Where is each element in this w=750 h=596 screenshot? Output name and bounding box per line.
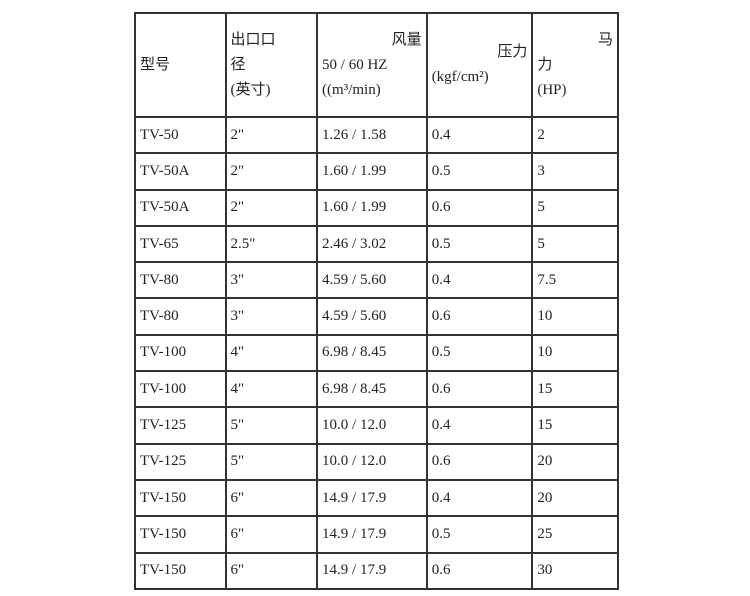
cell-model: TV-100	[134, 333, 227, 373]
table-row: TV-100 4" 6.98 / 8.45 0.6 15	[134, 370, 619, 409]
cell-horsepower: 15	[531, 370, 619, 409]
table-row: TV-125 5" 10.0 / 12.0 0.6 20	[134, 442, 619, 481]
cell-model: TV-50	[134, 115, 227, 155]
cell-outlet-diameter: 2"	[224, 152, 319, 191]
header-line: (kgf/cm²)	[431, 69, 489, 85]
cell-pressure: 0.4	[425, 478, 534, 518]
header-line: (英寸)	[230, 81, 271, 98]
table-row: TV-50A 2" 1.60 / 1.99 0.6 5	[134, 188, 619, 227]
cell-pressure: 0.4	[425, 406, 534, 445]
cell-pressure: 0.4	[425, 115, 534, 155]
cell-outlet-diameter: 4"	[224, 370, 319, 409]
cell-horsepower: 2	[531, 115, 619, 155]
cell-pressure: 0.6	[425, 188, 534, 227]
cell-horsepower: 15	[531, 406, 619, 445]
cell-horsepower: 10	[531, 333, 619, 373]
header-horsepower: 马力 (HP)	[531, 12, 619, 118]
cell-air-volume: 10.0 / 12.0	[316, 442, 428, 481]
cell-air-volume: 6.98 / 8.45	[316, 333, 428, 373]
header-line: 力	[537, 56, 553, 73]
spec-table: 型号 出口口径 (英寸) 风量 50 / 60 HZ ((m³/min) 压力 (kgf/cm…	[134, 12, 619, 590]
cell-model: TV-100	[134, 370, 227, 409]
header-air-volume: 风量 50 / 60 HZ ((m³/min)	[316, 12, 428, 118]
table-row: TV-125 5" 10.0 / 12.0 0.4 15	[134, 406, 619, 445]
header-line: 径	[230, 56, 246, 73]
table-row: TV-150 6" 14.9 / 17.9 0.4 20	[134, 478, 619, 518]
cell-model: TV-80	[134, 297, 227, 336]
cell-model: TV-50A	[134, 152, 227, 191]
cell-air-volume: 14.9 / 17.9	[316, 551, 428, 590]
cell-pressure: 0.6	[425, 551, 534, 590]
cell-outlet-diameter: 2"	[224, 115, 319, 155]
cell-model: TV-125	[134, 442, 227, 481]
cell-air-volume: 14.9 / 17.9	[316, 515, 428, 554]
header-line: ((m³/min)	[322, 81, 381, 98]
cell-pressure: 0.5	[425, 333, 534, 373]
header-line: 马	[597, 31, 613, 48]
cell-horsepower: 30	[531, 551, 619, 590]
table-row: TV-50 2" 1.26 / 1.58 0.4 2	[134, 115, 619, 155]
cell-air-volume: 14.9 / 17.9	[316, 478, 428, 518]
cell-model: TV-65	[134, 224, 227, 264]
cell-pressure: 0.5	[425, 152, 534, 191]
cell-air-volume: 6.98 / 8.45	[316, 370, 428, 409]
cell-outlet-diameter: 2.5"	[224, 224, 319, 264]
cell-pressure: 0.6	[425, 370, 534, 409]
header-line: 风量	[391, 31, 422, 48]
cell-model: TV-80	[134, 261, 227, 300]
cell-horsepower: 5	[531, 224, 619, 264]
cell-air-volume: 1.60 / 1.99	[316, 152, 428, 191]
cell-air-volume: 2.46 / 3.02	[316, 224, 428, 264]
header-line: 压力	[497, 44, 528, 60]
cell-model: TV-150	[134, 478, 227, 518]
header-outlet-diameter: 出口口径 (英寸)	[224, 12, 319, 118]
table-row: TV-150 6" 14.9 / 17.9 0.6 30	[134, 551, 619, 590]
cell-horsepower: 10	[531, 297, 619, 336]
header-model: 型号	[134, 12, 227, 118]
cell-horsepower: 7.5	[531, 261, 619, 300]
cell-pressure: 0.5	[425, 224, 534, 264]
cell-air-volume: 1.26 / 1.58	[316, 115, 428, 155]
cell-outlet-diameter: 3"	[224, 297, 319, 336]
header-line: 50 / 60 HZ	[322, 56, 388, 73]
table-row: TV-50A 2" 1.60 / 1.99 0.5 3	[134, 152, 619, 191]
cell-outlet-diameter: 4"	[224, 333, 319, 373]
header-line: (HP)	[537, 81, 567, 98]
cell-outlet-diameter: 6"	[224, 478, 319, 518]
cell-outlet-diameter: 3"	[224, 261, 319, 300]
table-row: TV-80 3" 4.59 / 5.60 0.6 10	[134, 297, 619, 336]
cell-air-volume: 1.60 / 1.99	[316, 188, 428, 227]
cell-model: TV-50A	[134, 188, 227, 227]
cell-horsepower: 3	[531, 152, 619, 191]
cell-model: TV-150	[134, 551, 227, 590]
cell-outlet-diameter: 2"	[224, 188, 319, 227]
cell-air-volume: 10.0 / 12.0	[316, 406, 428, 445]
cell-pressure: 0.6	[425, 297, 534, 336]
header-pressure: 压力 (kgf/cm²)	[425, 12, 534, 118]
cell-horsepower: 25	[531, 515, 619, 554]
cell-outlet-diameter: 6"	[224, 515, 319, 554]
table-row: TV-65 2.5" 2.46 / 3.02 0.5 5	[134, 224, 619, 264]
cell-pressure: 0.4	[425, 261, 534, 300]
table-row: TV-80 3" 4.59 / 5.60 0.4 7.5	[134, 261, 619, 300]
cell-outlet-diameter: 5"	[224, 406, 319, 445]
header-line: 出口口	[230, 31, 276, 48]
header-row: 型号 出口口径 (英寸) 风量 50 / 60 HZ ((m³/min) 压力 (kgf/cm…	[134, 12, 619, 118]
cell-outlet-diameter: 5"	[224, 442, 319, 481]
cell-horsepower: 5	[531, 188, 619, 227]
cell-model: TV-150	[134, 515, 227, 554]
cell-model: TV-125	[134, 406, 227, 445]
cell-air-volume: 4.59 / 5.60	[316, 297, 428, 336]
cell-horsepower: 20	[531, 442, 619, 481]
cell-air-volume: 4.59 / 5.60	[316, 261, 428, 300]
header-line: 型号	[140, 56, 171, 73]
table-row: TV-150 6" 14.9 / 17.9 0.5 25	[134, 515, 619, 554]
cell-pressure: 0.5	[425, 515, 534, 554]
table-row: TV-100 4" 6.98 / 8.45 0.5 10	[134, 333, 619, 373]
cell-pressure: 0.6	[425, 442, 534, 481]
cell-outlet-diameter: 6"	[224, 551, 319, 590]
cell-horsepower: 20	[531, 478, 619, 518]
